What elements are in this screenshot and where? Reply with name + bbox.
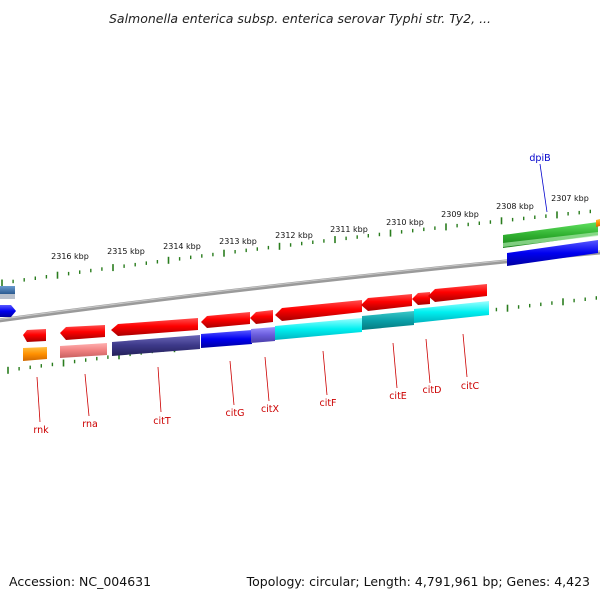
gene-arrow-dpiB-shadow	[503, 232, 598, 247]
gene-left-edge-blue	[0, 305, 16, 317]
cds-block-dpiB	[507, 240, 598, 266]
page-title: Salmonella enterica subsp. enterica sero…	[109, 11, 491, 26]
gene-arrow-rnk	[23, 329, 46, 342]
gene-label-citX: citX	[261, 404, 280, 415]
gene-arrow-citC	[428, 284, 487, 302]
gene-label-rnk: rnk	[33, 425, 49, 436]
gene-left-edge-steel	[0, 286, 15, 294]
tick-ring-upper	[1, 209, 591, 287]
gene-arrow-citD	[412, 292, 430, 305]
scale-label-2307-kbp: 2307 kbp	[551, 194, 589, 203]
cds-block-citF	[275, 318, 362, 340]
gene-label-citF: citF	[319, 398, 336, 409]
gene-right-edge-orange	[596, 219, 600, 227]
gene-arrow-citX	[250, 310, 273, 324]
scale-label-2309-kbp: 2309 kbp	[441, 210, 479, 219]
cds-block-citG	[201, 330, 252, 348]
callout-line-dpiB	[539, 163, 548, 213]
callout-line-citX	[264, 356, 270, 402]
callout-line-citF	[322, 350, 328, 396]
gene-label-citC: citC	[461, 381, 480, 392]
accession-text: Accession: NC_004631	[9, 574, 151, 589]
callout-line-rnk	[36, 376, 41, 423]
callout-line-rna	[84, 373, 90, 417]
cds-block-citT	[112, 335, 200, 356]
gene-arrow-citE	[361, 294, 412, 311]
cds-block-citE	[362, 311, 414, 330]
cds-block-citX	[251, 327, 275, 343]
scale-label-2314-kbp: 2314 kbp	[163, 242, 201, 251]
scale-label-2312-kbp: 2312 kbp	[275, 231, 313, 240]
callout-line-citD	[425, 338, 431, 384]
callout-line-citE	[392, 342, 398, 389]
cds-block-citD-citC	[414, 301, 489, 323]
gene-label-citT: citT	[153, 416, 171, 427]
cds-block-rna	[60, 343, 107, 358]
gene-label-rna: rna	[82, 419, 98, 430]
scale-label-2310-kbp: 2310 kbp	[386, 218, 424, 227]
gene-arrow-citT	[111, 318, 198, 336]
scale-label-2308-kbp: 2308 kbp	[496, 202, 534, 211]
scale-label-2315-kbp: 2315 kbp	[107, 247, 145, 256]
gene-label-citD: citD	[423, 385, 442, 396]
gene-left-edge-gray	[0, 294, 15, 299]
callout-line-citT	[157, 366, 162, 413]
gene-arrow-rna	[60, 325, 105, 340]
gene-label-citE: citE	[389, 391, 407, 402]
callout-line-citG	[229, 360, 235, 406]
cds-block-rnk	[23, 347, 47, 361]
genome-summary-text: Topology: circular; Length: 4,791,961 bp…	[246, 574, 590, 589]
gene-arrow-citF	[275, 300, 362, 321]
gene-label-dpiB: dpiB	[529, 153, 550, 164]
gene-arrow-citG	[201, 312, 250, 328]
scale-label-2316-kbp: 2316 kbp	[51, 252, 89, 261]
gene-label-citG: citG	[226, 408, 245, 419]
scale-label-2313-kbp: 2313 kbp	[219, 237, 257, 246]
callout-line-citC	[462, 333, 468, 378]
scale-label-2311-kbp: 2311 kbp	[330, 225, 368, 234]
